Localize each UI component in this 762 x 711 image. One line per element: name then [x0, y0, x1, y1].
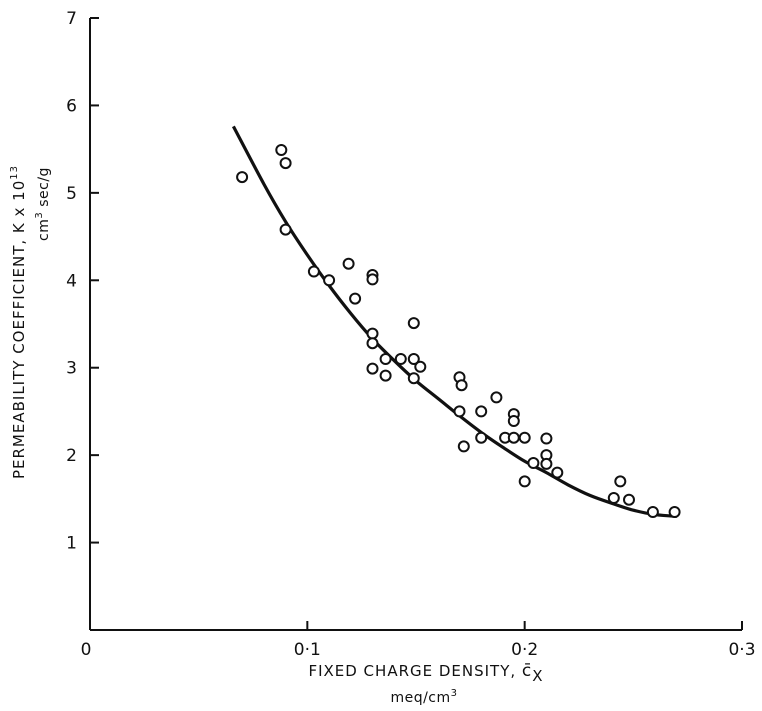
fit-curve: [231, 125, 677, 518]
data-point: [366, 273, 379, 286]
data-point: [527, 457, 540, 469]
y-tick-label: 3: [66, 359, 77, 379]
data-point: [279, 157, 292, 170]
data-point: [540, 432, 553, 445]
data-point: [507, 415, 520, 427]
data-point: [414, 360, 427, 373]
data-point: [607, 492, 620, 504]
x-tick-label: 0·2: [511, 640, 538, 660]
data-point: [366, 337, 379, 350]
data-point: [366, 362, 379, 375]
x-axis-label: FIXED CHARGE DENSITY, c̄X: [308, 661, 543, 685]
x-tick-label: 0·1: [294, 640, 321, 660]
data-point: [407, 317, 420, 330]
data-point: [457, 440, 470, 453]
data-point: [279, 223, 292, 236]
data-point: [518, 475, 531, 488]
data-point: [379, 353, 392, 365]
x-axis-unit: meq/cm3: [390, 688, 457, 706]
y-axis-label: PERMEABILITY COEFFICIENT, K x 1013: [9, 165, 28, 479]
data-point: [455, 379, 468, 392]
data-point: [236, 171, 249, 184]
y-tick-label: 1: [66, 534, 77, 554]
data-point: [394, 353, 407, 365]
x-tick-label: 0: [81, 640, 92, 660]
fit-curve-layer: [231, 125, 677, 518]
data-point: [307, 265, 320, 278]
data-point: [349, 292, 362, 305]
data-point: [475, 431, 488, 444]
x-tick-label: 0·3: [728, 640, 755, 660]
data-point: [366, 327, 379, 340]
data-point: [623, 493, 635, 506]
data-point: [507, 431, 520, 444]
y-tick-label: 2: [66, 446, 77, 466]
y-tick-label: 4: [66, 271, 77, 291]
data-point: [475, 405, 488, 418]
data-point: [342, 257, 355, 270]
data-point: [490, 391, 503, 404]
data-point: [407, 353, 420, 365]
data-point: [407, 372, 420, 385]
y-tick-label: 7: [66, 9, 77, 29]
y-tick-label: 6: [66, 96, 77, 116]
data-point: [379, 369, 392, 382]
data-point: [453, 405, 466, 418]
data-point: [668, 506, 681, 518]
data-point: [518, 431, 531, 444]
data-points: [236, 144, 681, 518]
data-point: [540, 457, 553, 470]
data-point: [551, 466, 564, 479]
y-tick-label: 5: [66, 184, 77, 204]
y-axis-unit: cm3 sec/g: [34, 167, 52, 241]
axes: [89, 18, 742, 631]
data-point: [323, 274, 336, 287]
data-point: [614, 475, 627, 488]
data-point: [275, 144, 288, 156]
ticks: 1 2 3 4 5 6 7 0 0·1 0·2 0·3: [66, 9, 755, 660]
data-point: [646, 506, 659, 518]
